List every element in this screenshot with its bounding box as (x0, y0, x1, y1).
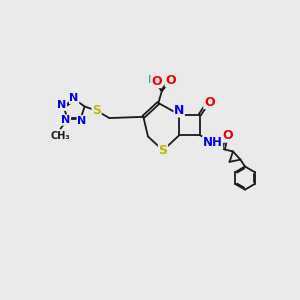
Text: CH₃: CH₃ (51, 131, 70, 141)
Text: O: O (151, 74, 162, 88)
Text: N: N (69, 93, 79, 103)
Text: O: O (165, 74, 176, 87)
Text: NH: NH (203, 136, 223, 149)
Text: N: N (57, 100, 67, 110)
Text: O: O (204, 96, 214, 109)
Text: N: N (61, 115, 70, 125)
Text: N: N (174, 104, 184, 117)
Text: H: H (148, 75, 157, 85)
Text: S: S (92, 104, 101, 117)
Text: O: O (222, 129, 232, 142)
Text: S: S (158, 144, 167, 157)
Text: N: N (77, 116, 86, 126)
